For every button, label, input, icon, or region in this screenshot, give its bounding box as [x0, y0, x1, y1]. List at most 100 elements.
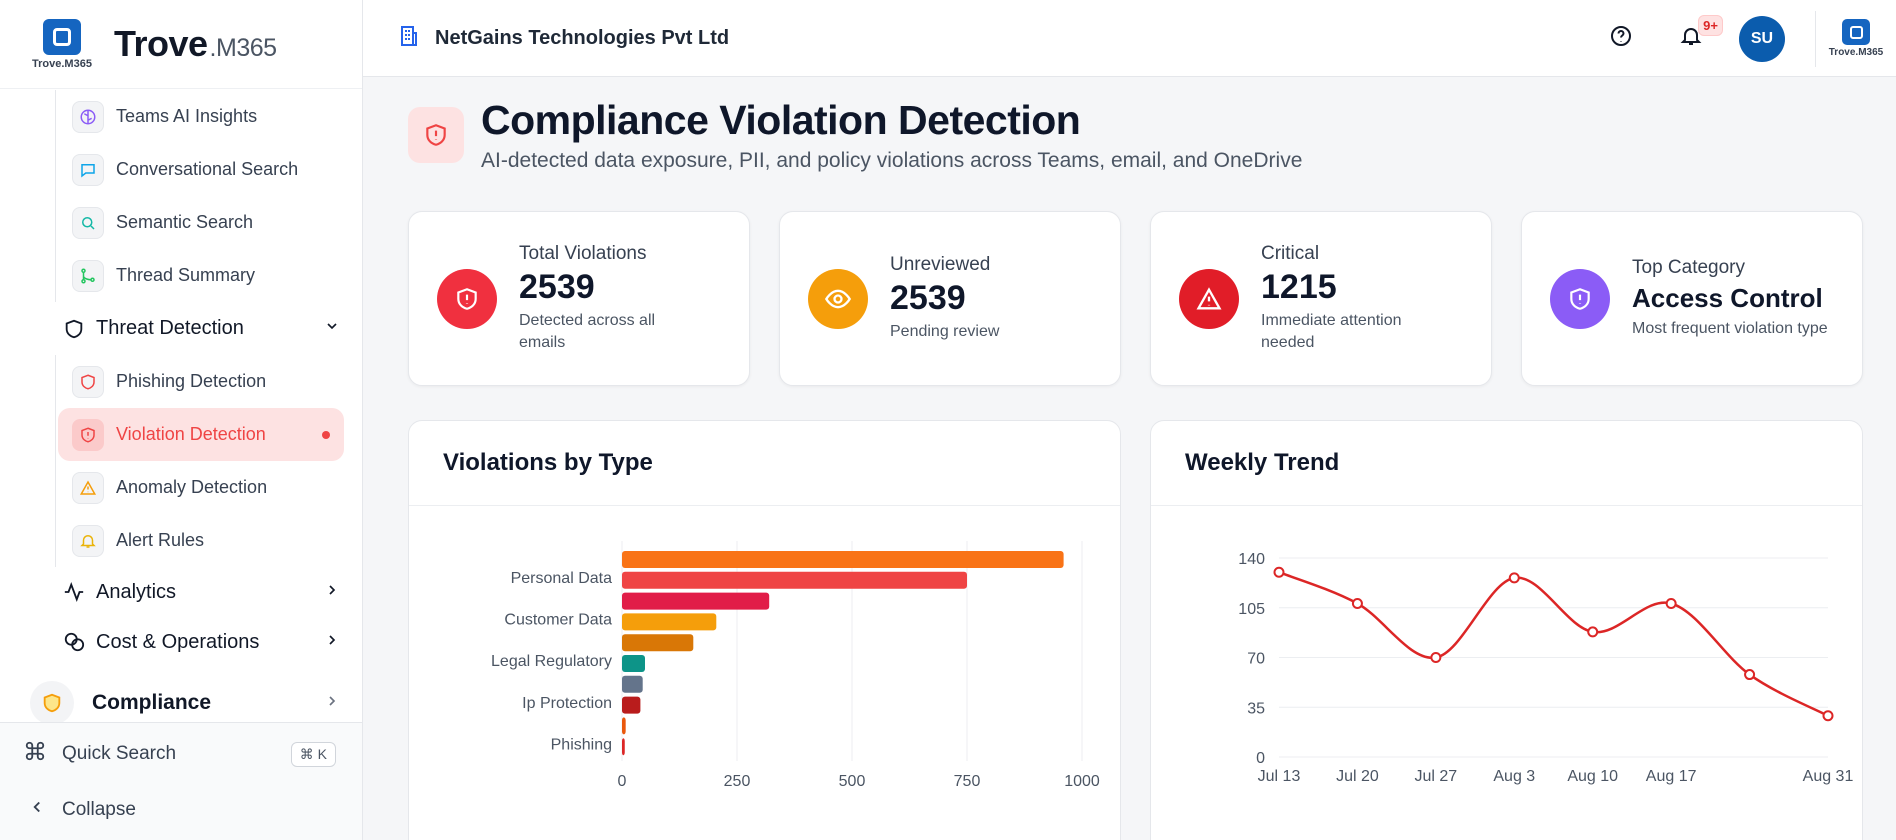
chevron-left-icon [28, 798, 62, 822]
sidebar-footer: Quick Search ⌘ K Collapse [0, 722, 362, 840]
x-tick-label: 1000 [1064, 773, 1100, 790]
warning-icon [1179, 268, 1239, 329]
building-icon [397, 24, 421, 53]
data-point [1273, 566, 1285, 578]
sidebar-item-label: Violation Detection [116, 424, 266, 444]
x-tick-label: Jul 27 [1415, 768, 1458, 785]
user-avatar[interactable]: SU [1739, 15, 1785, 62]
x-tick-label: Aug 31 [1803, 768, 1854, 785]
main-content: NetGains Technologies Pvt Ltd 9+ SU Trov… [363, 0, 1896, 840]
stat-value: Access Control [1632, 283, 1823, 313]
y-tick-label: 70 [1247, 651, 1265, 668]
violations-by-type-panel: Violations by Type 0 250 500 750 1000 Persona… [408, 420, 1121, 840]
stat-card-top-category[interactable]: Top Category Access Control Most frequen… [1521, 211, 1863, 386]
y-tick-label: 140 [1238, 551, 1265, 568]
threat-submenu: Phishing Detection Violation Detection A… [55, 355, 362, 567]
sidebar-item-label: Teams AI Insights [116, 106, 258, 126]
organization-name: NetGains Technologies Pvt Ltd [435, 26, 730, 49]
notification-badge: 9+ [1698, 14, 1723, 36]
data-point [1430, 652, 1442, 663]
topbar-actions: 9+ SU Trove.M365 [1599, 0, 1896, 77]
sidebar-item-label: Thread Summary [116, 265, 256, 285]
quick-search-label: Quick Search [62, 743, 177, 764]
warning-icon [72, 471, 104, 504]
stat-label: Top Category [1632, 257, 1746, 278]
page-header: Compliance Violation Detection AI-detect… [408, 98, 1302, 173]
bar [622, 696, 641, 714]
sidebar-item-violation-detection[interactable]: Violation Detection [58, 408, 344, 461]
data-point [1665, 597, 1677, 609]
sidebar-group-threat-detection[interactable]: Threat Detection [0, 302, 362, 355]
tenant-logo-text: Trove.M365 [1828, 47, 1884, 58]
collapse-label: Collapse [62, 799, 136, 820]
active-indicator-dot [322, 430, 330, 439]
stat-subtext: Most frequent violation type [1632, 320, 1828, 337]
data-point [1822, 710, 1834, 722]
chat-icon [72, 153, 104, 186]
stat-card-unreviewed[interactable]: Unreviewed 2539 Pending review [779, 211, 1121, 386]
brand-logo: Trove.M365 [28, 16, 96, 72]
sidebar-group-label: Compliance [92, 691, 212, 714]
sidebar-item-thread-summary[interactable]: Thread Summary [55, 249, 344, 302]
y-tick-label: 105 [1238, 601, 1265, 618]
command-icon [24, 740, 62, 768]
shield-alert-icon [437, 268, 497, 329]
sidebar-group-compliance[interactable]: Compliance [0, 675, 362, 731]
x-tick-label: Jul 20 [1336, 768, 1379, 785]
x-tick-label: 0 [618, 773, 627, 790]
weekly-trend-chart: 0 35 70 105 140 Jul 13 Jul 20 Jul 27 Aug 3 Aug 10… [1238, 551, 1854, 785]
violations-by-type-chart: 0 250 500 750 1000 Personal Data Customer Data… [491, 541, 1100, 790]
sidebar-group-cost-operations[interactable]: Cost & Operations [0, 617, 362, 667]
bar [622, 592, 770, 610]
y-tick-label: 35 [1247, 700, 1265, 717]
sidebar-item-phishing-detection[interactable]: Phishing Detection [55, 355, 344, 408]
shield-alert-icon [408, 107, 464, 163]
sidebar-item-anomaly-detection[interactable]: Anomaly Detection [55, 461, 344, 514]
sidebar-item-conversational-search[interactable]: Conversational Search [55, 143, 344, 196]
tenant-logo: Trove.M365 [1816, 19, 1896, 58]
stat-card-total-violations[interactable]: Total Violations 2539 Detected across al… [408, 211, 750, 386]
activity-icon [62, 580, 86, 604]
sidebar-item-alert-rules[interactable]: Alert Rules [55, 514, 344, 567]
y-tick-label: Ip Protection [522, 695, 612, 712]
sidebar-item-label: Alert Rules [116, 530, 205, 550]
eye-icon [808, 268, 868, 329]
bar [622, 551, 1064, 568]
chevron-down-icon [324, 317, 340, 340]
stat-card-critical[interactable]: Critical 1215 Immediate attention needed [1150, 211, 1492, 386]
shield-alert-icon [72, 418, 104, 451]
sidebar: Trove.M365 Trove.M365 Teams AI Insights … [0, 0, 363, 840]
quick-search-button[interactable]: Quick Search ⌘ K [0, 723, 362, 785]
brain-icon [72, 100, 104, 133]
divider [1815, 10, 1816, 67]
page-title: Compliance Violation Detection [481, 97, 1081, 143]
chevron-right-icon [324, 691, 340, 715]
keyboard-shortcut: ⌘ K [290, 741, 336, 767]
chevron-right-icon [324, 581, 340, 604]
data-point [1744, 669, 1756, 681]
collapse-button[interactable]: Collapse [0, 785, 362, 835]
series-line [1278, 571, 1829, 717]
data-point [1587, 626, 1599, 638]
help-button[interactable] [1599, 17, 1643, 61]
y-tick-label: Customer Data [504, 612, 612, 629]
brand-header[interactable]: Trove.M365 Trove.M365 [0, 0, 362, 89]
notifications-button[interactable]: 9+ [1669, 14, 1723, 61]
y-tick-label: Legal Regulatory [491, 653, 612, 670]
y-tick-label: 0 [1256, 750, 1265, 767]
bell-icon [72, 524, 104, 557]
x-tick-label: Jul 13 [1258, 768, 1301, 785]
sidebar-item-label: Anomaly Detection [116, 477, 268, 497]
sidebar-group-analytics[interactable]: Analytics [0, 567, 362, 617]
bar [622, 675, 643, 693]
page-subtitle: AI-detected data exposure, PII, and poli… [481, 149, 1303, 172]
bar [622, 613, 717, 631]
sidebar-item-teams-ai-insights[interactable]: Teams AI Insights [55, 90, 344, 143]
help-icon [1609, 24, 1633, 53]
shield-icon [62, 317, 86, 341]
x-tick-label: Aug 3 [1493, 768, 1535, 785]
bell-icon [1679, 24, 1703, 53]
stat-subtext: Immediate attention needed [1261, 312, 1402, 351]
data-point [1351, 597, 1363, 609]
sidebar-item-semantic-search[interactable]: Semantic Search [55, 196, 344, 249]
